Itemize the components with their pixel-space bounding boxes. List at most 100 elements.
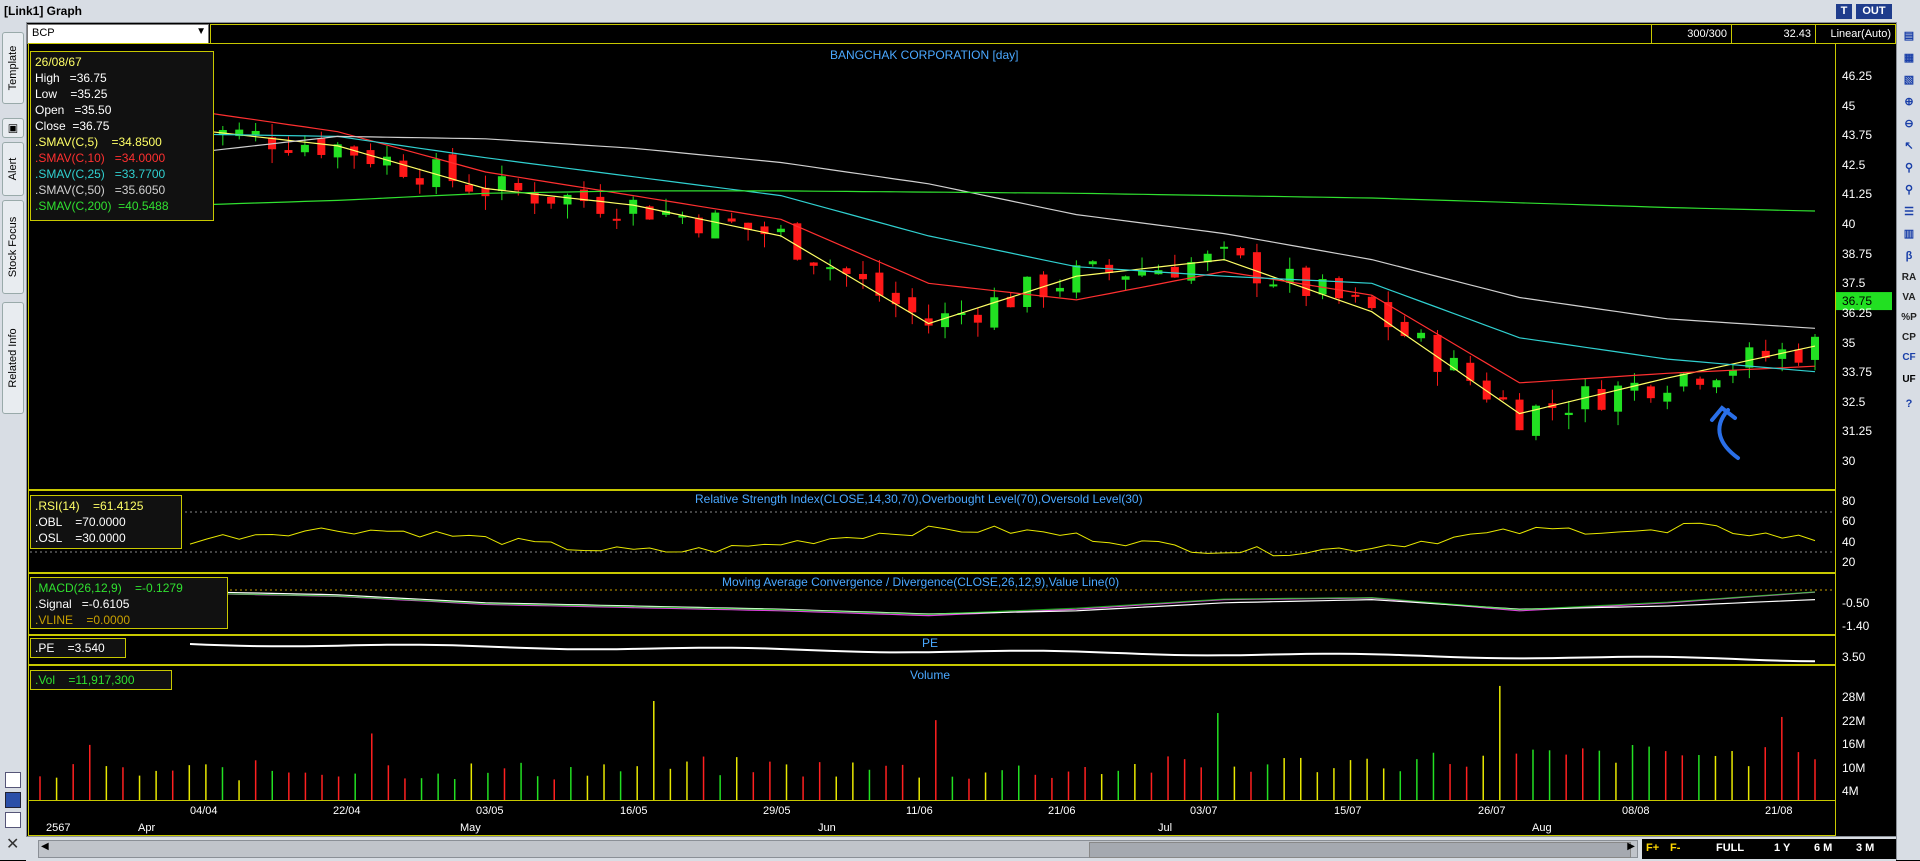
rsi-y-tick-2: 40 bbox=[1842, 534, 1856, 549]
last-price-label: 36.75 bbox=[1842, 294, 1872, 308]
tool-icon-1[interactable]: ▤ bbox=[1903, 30, 1915, 42]
candle-body-70 bbox=[1334, 278, 1343, 299]
range-1y-button[interactable]: 1 Y bbox=[1774, 842, 1791, 854]
uf-icon[interactable]: UF bbox=[1902, 374, 1916, 385]
cp-icon[interactable]: CP bbox=[1902, 332, 1916, 343]
zoom-out-icon[interactable]: ⊖ bbox=[1904, 118, 1914, 130]
candle-body-47 bbox=[957, 312, 966, 315]
range-buttons: F+ F- FULL 1 Y 6 M 3 M bbox=[1642, 839, 1896, 859]
candle-body-60 bbox=[1170, 266, 1179, 278]
tool-icon-3[interactable]: ▧ bbox=[1903, 74, 1915, 86]
candle-body-82 bbox=[1531, 405, 1540, 436]
candle-body-34 bbox=[744, 222, 753, 230]
pop-out-button[interactable]: OUT bbox=[1856, 4, 1892, 19]
tab-stock-focus[interactable]: Stock Focus bbox=[2, 200, 24, 294]
range-full-button[interactable]: FULL bbox=[1716, 842, 1745, 854]
candle-body-95 bbox=[1745, 347, 1754, 368]
cursor-icon[interactable]: ↖ bbox=[1904, 140, 1914, 152]
scroll-left-icon[interactable]: ◀ bbox=[41, 841, 49, 852]
list-icon[interactable]: ☰ bbox=[1904, 206, 1914, 218]
price-info-line-0: 26/08/67 bbox=[35, 55, 82, 69]
scroll-right-icon[interactable]: ▶ bbox=[1627, 841, 1635, 852]
range-6m-button[interactable]: 6 M bbox=[1814, 842, 1833, 854]
right-tool-strip: ▤ ▦ ▧ ⊕ ⊖ ↖ ⚲ ⚲ ☰ ▥ β RA VA %P CP CF UF … bbox=[1896, 22, 1920, 860]
candle-body-40 bbox=[842, 268, 851, 274]
horizontal-scrollbar[interactable]: ◀ ▶ bbox=[38, 840, 1638, 858]
price-y-tick-0: 46.25 bbox=[1842, 69, 1873, 83]
macd-y-tick-0: -0.50 bbox=[1842, 596, 1870, 610]
candle-body-79 bbox=[1482, 380, 1491, 400]
candle-body-42 bbox=[875, 272, 884, 296]
candle-body-92 bbox=[1696, 378, 1705, 385]
ra-icon[interactable]: RA bbox=[1901, 270, 1917, 286]
percent-p-icon[interactable]: %P bbox=[1901, 312, 1917, 323]
candle-body-41 bbox=[858, 273, 867, 280]
alert-icon-button[interactable]: ▣ bbox=[2, 118, 24, 138]
f-plus-button[interactable]: F+ bbox=[1646, 842, 1660, 854]
price-info-line-5: .SMAV(C,5) =34.8500 bbox=[35, 135, 162, 149]
data-table-icon[interactable]: ▥ bbox=[1903, 228, 1915, 240]
candle-body-45 bbox=[924, 318, 933, 326]
candle-body-24 bbox=[579, 189, 588, 202]
magnify-minus-icon[interactable]: ⚲ bbox=[1904, 184, 1914, 196]
candle-body-28 bbox=[645, 206, 654, 220]
symbol-value: BCP bbox=[32, 27, 55, 39]
candle-body-20 bbox=[514, 182, 523, 191]
candle-body-55 bbox=[1088, 261, 1097, 265]
candle-body-88 bbox=[1630, 382, 1639, 391]
template-toggle-button[interactable]: T bbox=[1836, 4, 1852, 19]
candle-body-16 bbox=[448, 154, 457, 182]
macd-info-line-1: .Signal =-0.6105 bbox=[35, 597, 130, 611]
price-y-tick-4: 41.25 bbox=[1842, 187, 1873, 202]
hand-drawn-arrow bbox=[1710, 405, 1740, 460]
range-3m-button[interactable]: 3 M bbox=[1856, 842, 1875, 854]
print-icon[interactable] bbox=[5, 812, 21, 828]
tab-alert[interactable]: Alert bbox=[2, 142, 24, 196]
price-y-tick-1: 45 bbox=[1842, 98, 1856, 113]
x-date-label-0: 04/04 bbox=[190, 805, 218, 817]
scrollbar-thumb[interactable] bbox=[1089, 842, 1631, 858]
scale-mode[interactable]: Linear(Auto) bbox=[1815, 25, 1895, 43]
price-info-line-2: Low =35.25 bbox=[35, 87, 108, 101]
zoom-in-icon[interactable]: ⊕ bbox=[1904, 96, 1914, 108]
price-info-line-3: Open =35.50 bbox=[35, 103, 112, 117]
f-minus-button[interactable]: F- bbox=[1670, 842, 1681, 854]
candle-body-44 bbox=[908, 297, 917, 313]
x-date-label-9: 26/07 bbox=[1478, 805, 1506, 817]
rsi-panel-title: Relative Strength Index(CLOSE,14,30,70),… bbox=[695, 492, 1143, 506]
chevron-down-icon: ▼ bbox=[196, 26, 206, 37]
va-icon[interactable]: VA bbox=[1901, 290, 1917, 306]
candle-body-62 bbox=[1203, 253, 1212, 263]
price-info-line-7: .SMAV(C,25) =33.7700 bbox=[35, 167, 166, 181]
window-titlebar: [Link1] Graph T OUT bbox=[0, 0, 1920, 23]
candle-body-76 bbox=[1433, 334, 1442, 372]
beta-icon[interactable]: β bbox=[1905, 250, 1913, 262]
x-month-label-1: Apr bbox=[138, 822, 156, 834]
rsi-y-tick-1: 60 bbox=[1842, 514, 1856, 529]
tab-template[interactable]: Template bbox=[2, 32, 24, 104]
candle-body-75 bbox=[1417, 332, 1426, 339]
rsi-info-line-1: .OBL =70.0000 bbox=[35, 515, 126, 529]
close-icon[interactable]: ✕ bbox=[6, 836, 20, 853]
candle-body-13 bbox=[399, 160, 408, 177]
save-icon[interactable] bbox=[5, 792, 21, 808]
vol-info-line-0: .Vol =11,917,300 bbox=[35, 673, 135, 687]
new-page-icon[interactable] bbox=[5, 772, 21, 788]
tool-icon-2[interactable]: ▦ bbox=[1903, 52, 1915, 64]
candle-body-33 bbox=[727, 218, 736, 222]
tab-related-info[interactable]: Related Info bbox=[2, 302, 24, 414]
candle-body-84 bbox=[1564, 412, 1573, 416]
candle-body-8 bbox=[317, 137, 326, 155]
cf-icon[interactable]: CF bbox=[1902, 352, 1916, 363]
price-panel bbox=[28, 43, 1836, 490]
rsi-info-line-2: .OSL =30.0000 bbox=[35, 531, 126, 545]
help-icon[interactable]: ? bbox=[1905, 398, 1913, 410]
macd-info-line-2: .VLINE =0.0000 bbox=[35, 613, 131, 627]
candle-body-72 bbox=[1367, 296, 1376, 309]
candle-body-15 bbox=[432, 159, 441, 188]
candle-body-30 bbox=[678, 215, 687, 218]
candle-body-19 bbox=[497, 176, 506, 192]
magnify-icon[interactable]: ⚲ bbox=[1904, 162, 1914, 174]
sma-line-3 bbox=[189, 135, 1816, 329]
candle-body-25 bbox=[596, 196, 605, 214]
